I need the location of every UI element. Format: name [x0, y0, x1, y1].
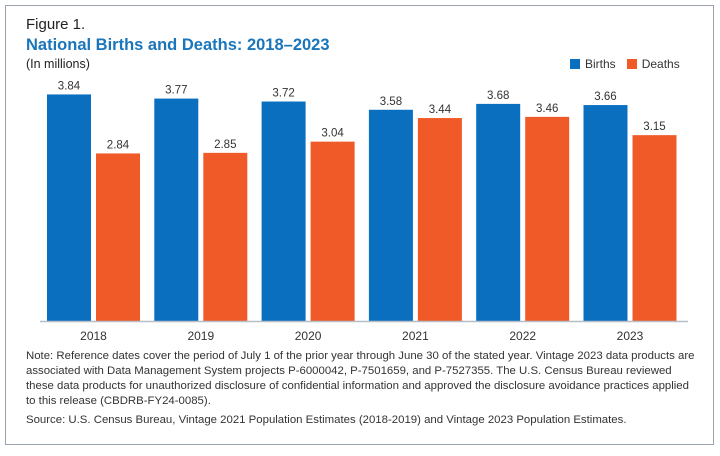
data-label-deaths-2018: 2.84 [107, 139, 130, 151]
bar-deaths-2019 [203, 152, 248, 321]
legend: Births Deaths [570, 57, 680, 71]
data-label-births-2022: 3.68 [487, 90, 509, 102]
data-label-deaths-2022: 3.46 [536, 103, 558, 115]
x-tick-label-2018: 2018 [80, 329, 107, 343]
chart-note: Note: Reference dates cover the period o… [26, 350, 695, 407]
bar-deaths-2023 [632, 135, 677, 321]
data-label-births-2023: 3.66 [594, 91, 616, 103]
legend-label-births: Births [585, 57, 616, 71]
data-label-deaths-2019: 2.85 [214, 139, 236, 151]
x-tick-label-2021: 2021 [402, 329, 429, 343]
data-label-deaths-2020: 3.04 [321, 128, 344, 140]
bar-births-2023 [583, 105, 628, 321]
bar-births-2019 [154, 98, 199, 321]
chart-subtitle: (In millions) [26, 57, 90, 71]
x-tick-label-2023: 2023 [617, 329, 644, 343]
chart-title: National Births and Deaths: 2018–2023 [26, 36, 330, 54]
legend-swatch-births [570, 59, 580, 69]
legend-label-deaths: Deaths [641, 57, 680, 71]
bar-births-2020 [261, 101, 306, 322]
bar-births-2018 [47, 94, 91, 321]
x-tick-label-2020: 2020 [295, 329, 322, 343]
bar-deaths-2022 [525, 116, 570, 321]
bar-deaths-2021 [417, 118, 462, 321]
data-label-births-2019: 3.77 [165, 85, 187, 97]
data-label-births-2020: 3.72 [272, 88, 294, 100]
x-tick-label-2022: 2022 [509, 329, 536, 343]
data-label-deaths-2021: 3.44 [429, 104, 452, 116]
data-label-deaths-2023: 3.15 [643, 121, 665, 133]
bar-births-2021 [368, 109, 413, 321]
bar-deaths-2020 [310, 141, 355, 321]
bar-births-2022 [476, 103, 521, 321]
data-label-births-2021: 3.58 [380, 96, 402, 108]
data-label-births-2018: 3.84 [58, 80, 81, 92]
chart-source: Source: U.S. Census Bureau, Vintage 2021… [26, 414, 627, 426]
figure-label: Figure 1. [26, 16, 86, 33]
x-tick-label-2019: 2019 [187, 329, 214, 343]
legend-swatch-deaths [626, 59, 637, 69]
bar-deaths-2018 [96, 153, 140, 321]
